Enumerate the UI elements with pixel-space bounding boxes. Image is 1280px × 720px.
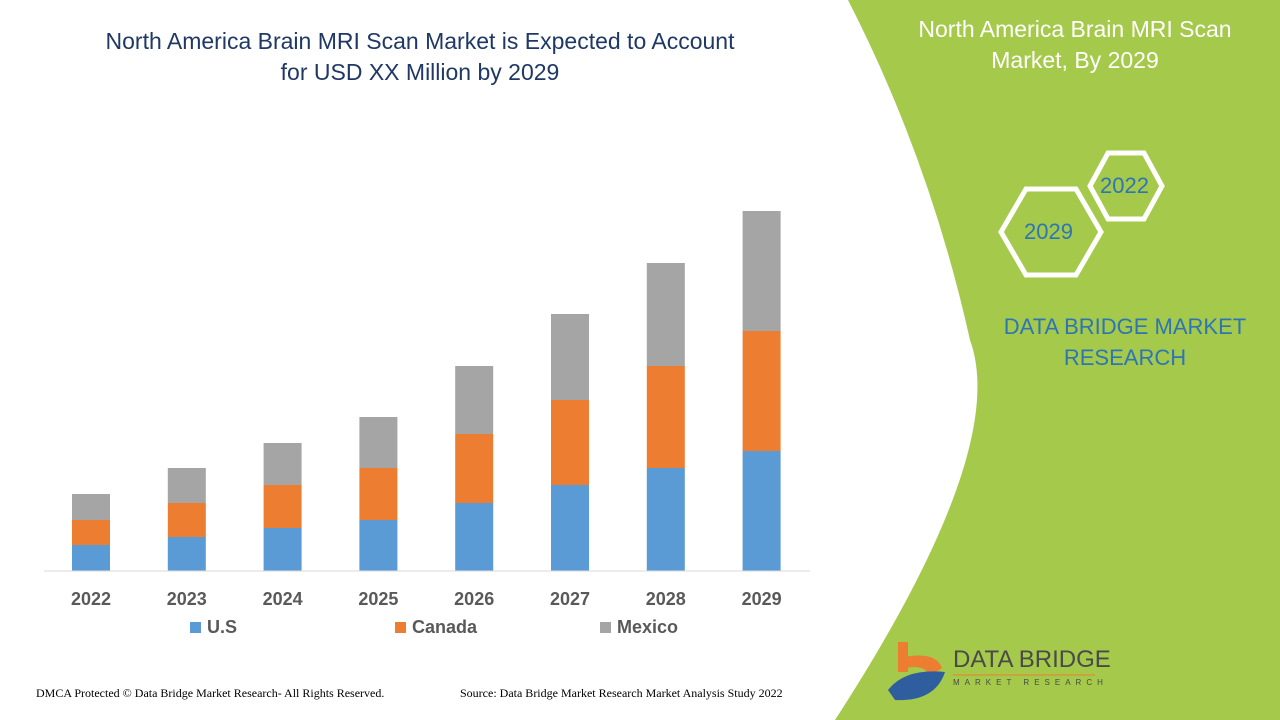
bar-mexico-2025 (359, 417, 398, 468)
bar-us-2023 (167, 537, 206, 571)
x-tick-label: 2024 (263, 589, 303, 609)
legend-swatch (190, 622, 201, 633)
bar-canada-2029 (742, 331, 781, 451)
bar-us-2025 (359, 520, 398, 571)
x-tick-label: 2022 (71, 589, 111, 609)
x-tick-label: 2029 (742, 589, 782, 609)
logo-icon (888, 642, 1095, 701)
legend-label: U.S (207, 617, 238, 637)
x-tick-label: 2028 (646, 589, 686, 609)
bar-mexico-2027 (551, 314, 589, 400)
footer-source: Source: Data Bridge Market Research Mark… (460, 686, 783, 700)
hexagon-2022 (1087, 150, 1165, 222)
panel-title: North America Brain MRI Scan Market, By … (918, 16, 1232, 73)
bar-us-2022 (72, 545, 110, 571)
bar-us-2024 (263, 528, 302, 571)
legend-item-mexico: Mexico (600, 617, 805, 638)
bar-mexico-2028 (646, 263, 685, 366)
bar-canada-2023 (167, 503, 206, 537)
bar-canada-2022 (72, 520, 110, 545)
bar-canada-2026 (455, 434, 494, 503)
bar-mexico-2023 (167, 468, 206, 503)
bar-us-2026 (455, 503, 494, 571)
x-tick-label: 2023 (167, 589, 207, 609)
legend-label: Canada (412, 617, 478, 637)
chart-title: North America Brain MRI Scan Market is E… (105, 28, 735, 85)
legend-item-canada: Canada (395, 617, 600, 638)
legend-label: Mexico (617, 617, 679, 637)
footer-copyright: DMCA Protected © Data Bridge Market Rese… (36, 686, 385, 700)
bar-canada-2024 (263, 485, 302, 528)
legend-swatch (395, 622, 406, 633)
x-tick-label: 2027 (550, 589, 590, 609)
bar-mexico-2022 (72, 494, 110, 520)
bar-mexico-2029 (742, 211, 781, 331)
legend: U.S Canada Mexico (190, 617, 805, 638)
hex-label-2022: 2022 (1100, 173, 1149, 198)
hexagon-2029 (998, 186, 1104, 278)
bar-mexico-2026 (455, 366, 494, 434)
bar-canada-2025 (359, 468, 398, 520)
green-panel (835, 0, 1280, 720)
x-tick-label: 2026 (454, 589, 494, 609)
bar-mexico-2024 (263, 443, 302, 485)
legend-item-us: U.S (190, 617, 395, 638)
x-tick-label: 2025 (358, 589, 398, 609)
logo-text: DATA BRIDGE (953, 646, 1111, 673)
stacked-bar-chart: 2022 2023 2024 2025 2026 2027 2028 2029 (44, 211, 810, 609)
bar-canada-2027 (551, 400, 589, 485)
hex-label-2029: 2029 (1024, 219, 1073, 244)
brand-text: DATA BRIDGE MARKET RESEARCH (1003, 314, 1247, 370)
bar-canada-2028 (646, 366, 685, 468)
legend-swatch (600, 622, 611, 633)
logo-subtext: MARKET RESEARCH (953, 678, 1108, 687)
bar-us-2028 (646, 468, 685, 571)
bar-us-2029 (742, 451, 781, 571)
bar-us-2027 (551, 485, 589, 571)
